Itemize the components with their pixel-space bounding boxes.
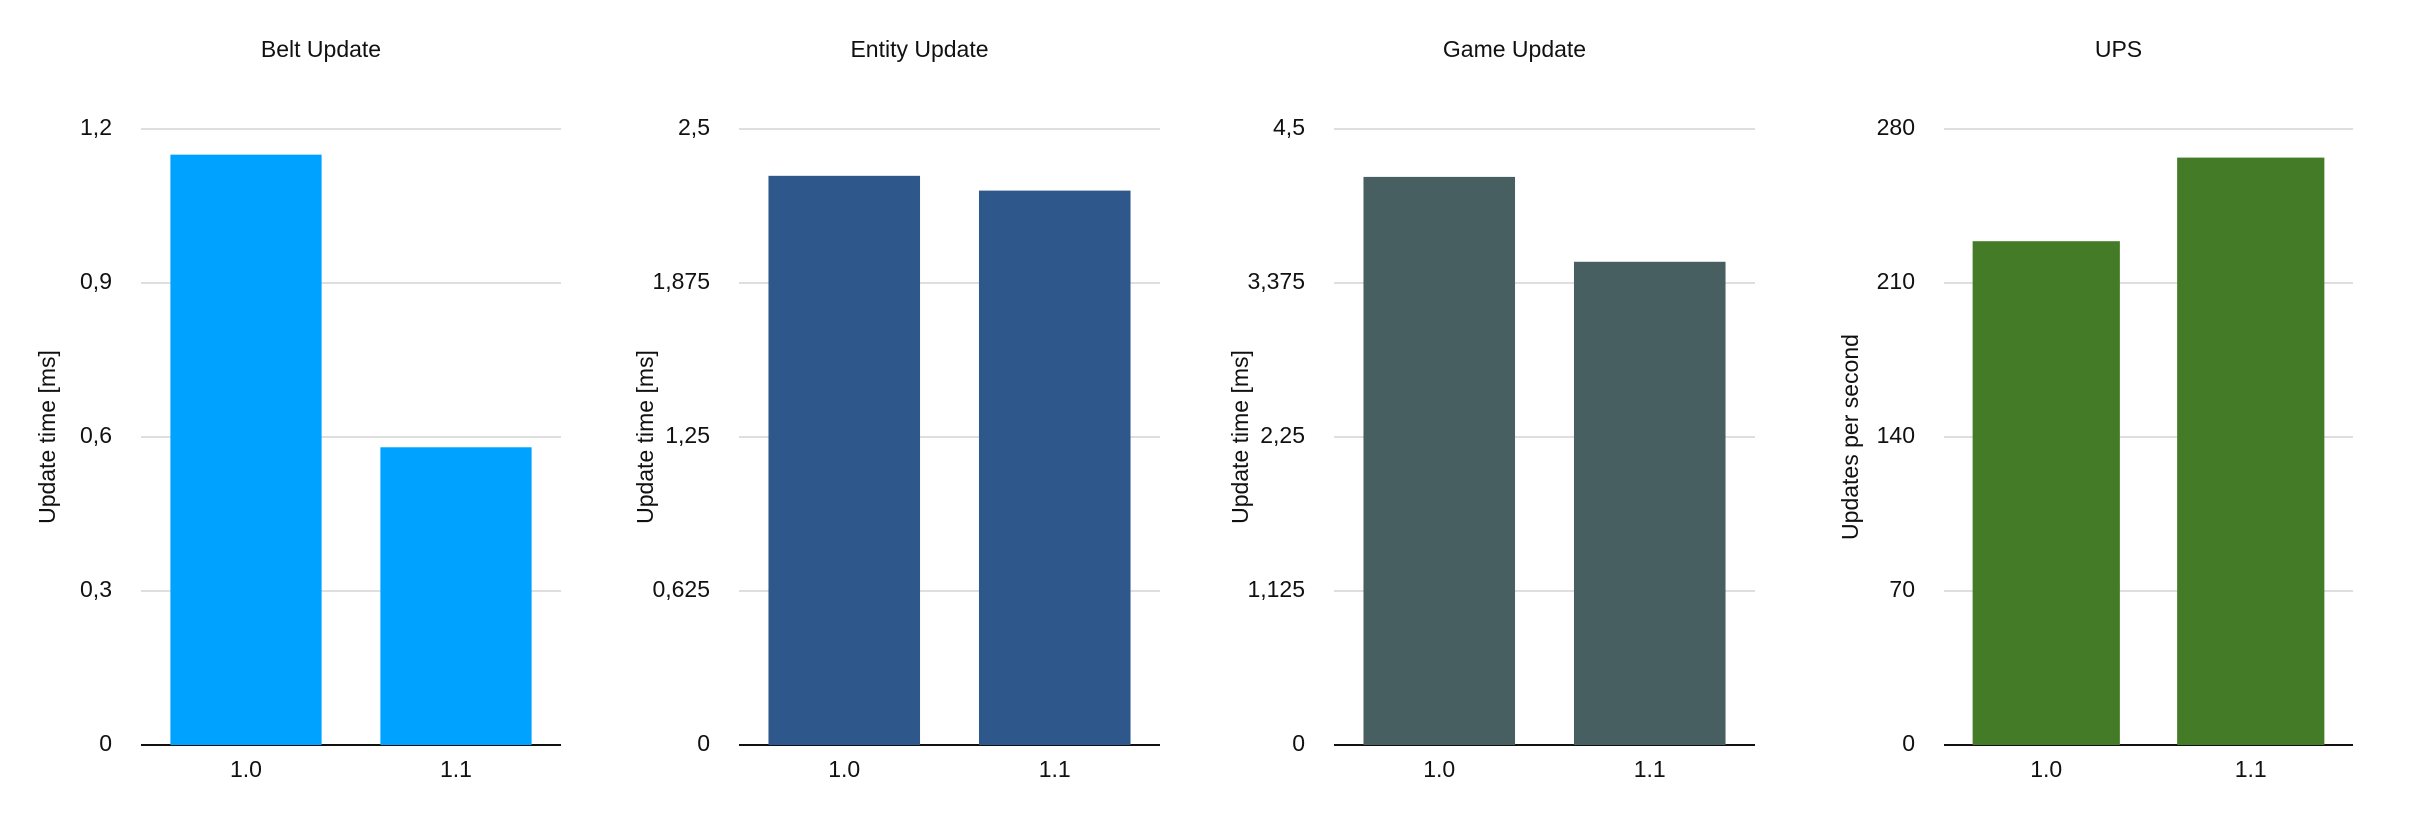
y-tick-label: 0: [697, 730, 710, 756]
y-tick-label: 1,125: [1247, 576, 1305, 602]
chart-title: UPS: [2095, 36, 2142, 62]
bar: [380, 447, 532, 745]
bar: [1573, 261, 1726, 745]
bar: [170, 154, 322, 745]
x-tick-label: 1.0: [828, 756, 860, 782]
bar: [1972, 241, 2120, 745]
x-tick-label: 1.1: [1634, 756, 1666, 782]
y-tick-label: 0: [99, 730, 112, 756]
y-tick-label: 0,9: [80, 268, 112, 294]
y-tick-label: 1,875: [652, 268, 710, 294]
y-axis-label: Update time [ms]: [632, 350, 658, 524]
x-tick-label: 1.1: [440, 756, 472, 782]
y-tick-label: 2,5: [678, 114, 710, 140]
y-tick-label: 0: [1292, 730, 1305, 756]
x-tick-label: 1.0: [230, 756, 262, 782]
y-tick-label: 1,25: [665, 422, 710, 448]
y-axis-label: Update time [ms]: [1227, 350, 1253, 524]
x-tick-label: 1.1: [2235, 756, 2267, 782]
bar: [768, 175, 921, 746]
y-tick-label: 140: [1877, 422, 1915, 448]
chart-title: Game Update: [1443, 36, 1586, 62]
y-tick-label: 2,25: [1260, 422, 1305, 448]
y-axis-label: Update time [ms]: [34, 350, 60, 524]
y-tick-label: 1,2: [80, 114, 112, 140]
bar: [978, 190, 1131, 746]
y-tick-label: 0,3: [80, 576, 112, 602]
bar: [1363, 176, 1516, 745]
y-axis-label: Updates per second: [1837, 334, 1863, 540]
chart-title: Belt Update: [261, 36, 381, 62]
y-tick-label: 280: [1877, 114, 1915, 140]
x-tick-label: 1.0: [2030, 756, 2062, 782]
x-tick-label: 1.0: [1423, 756, 1455, 782]
x-tick-label: 1.1: [1039, 756, 1071, 782]
y-tick-label: 3,375: [1247, 268, 1305, 294]
y-tick-label: 70: [1889, 576, 1915, 602]
chart-title: Entity Update: [850, 36, 988, 62]
y-tick-label: 0,6: [80, 422, 112, 448]
y-tick-label: 4,5: [1273, 114, 1305, 140]
y-tick-label: 210: [1877, 268, 1915, 294]
bar: [2177, 157, 2325, 746]
y-tick-label: 0,625: [652, 576, 710, 602]
y-tick-label: 0: [1902, 730, 1915, 756]
